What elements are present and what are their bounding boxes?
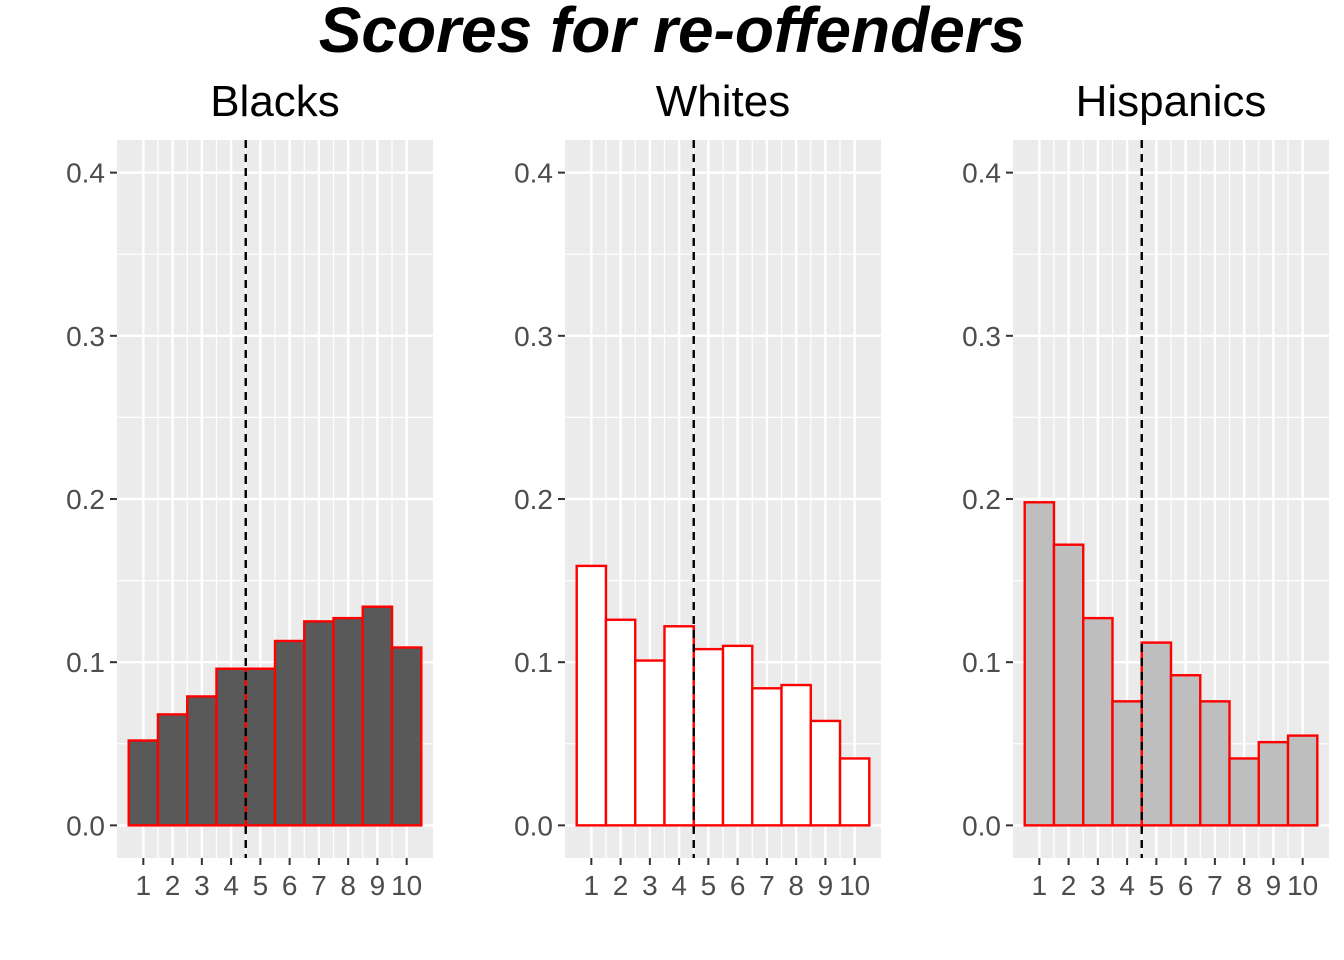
panel-1-x-tick-label: 1 (136, 870, 152, 901)
panel-1-bar-8 (332, 616, 364, 827)
panel-3-x-tick-label: 7 (1207, 870, 1223, 901)
panel-1-x-tick-label: 10 (391, 870, 422, 901)
panel-3-x-tick-label: 9 (1266, 870, 1282, 901)
panel-2-bar-8 (780, 683, 812, 827)
panel-2-x-tick-label: 4 (671, 870, 687, 901)
panel-1-bar-5 (244, 667, 277, 827)
panel-2-y-tick-label: 0.0 (514, 810, 553, 841)
panel-2-x-tick-label: 5 (701, 870, 717, 901)
panel-3-bar-2 (1052, 543, 1085, 827)
panel-2-x-tick-label: 8 (788, 870, 804, 901)
panel-1-y-tick-label: 0.2 (66, 484, 105, 515)
panel-2-bar-10 (838, 757, 871, 827)
panel-2-bar-9 (809, 719, 842, 827)
panel-3-bar-10 (1286, 734, 1319, 827)
panel-3-y-tick-label: 0.1 (962, 647, 1001, 678)
panel-2-bar-3 (634, 659, 666, 827)
panel-3-bar-7 (1199, 700, 1231, 827)
panel-3-x-tick-label: 2 (1061, 870, 1077, 901)
panel-2-x-tick-label: 2 (613, 870, 629, 901)
panel-1-bar-7 (303, 620, 335, 827)
panel-3-bar-1 (1023, 501, 1056, 827)
panel-2-x-tick-label: 3 (642, 870, 658, 901)
panel-1-x-tick-label: 2 (165, 870, 181, 901)
panel-2-x-tick-label: 6 (730, 870, 746, 901)
panel-2-bar-1 (575, 564, 608, 827)
panel-3-x-tick-label: 4 (1119, 870, 1135, 901)
panel-3-y-tick-label: 0.3 (962, 321, 1001, 352)
panel-2-y-tick-label: 0.1 (514, 647, 553, 678)
panel-3-bar-8 (1228, 757, 1260, 827)
panel-3-bar-6 (1169, 674, 1202, 827)
panel-2-x-tick-label: 9 (818, 870, 834, 901)
panel-3-x-tick-label: 6 (1178, 870, 1194, 901)
panel-3-y-tick-label: 0.0 (962, 810, 1001, 841)
panel-1-bar-2 (156, 713, 189, 827)
panel-1-y-tick-label: 0.4 (66, 158, 105, 189)
panel-2-x-tick-label: 1 (584, 870, 600, 901)
panel-2-y-tick-label: 0.2 (514, 484, 553, 515)
panel-3-bar-9 (1257, 740, 1290, 827)
panel-2-y-tick-label: 0.4 (514, 158, 553, 189)
panel-2-title: Whites (656, 77, 790, 126)
panel-3-bar-4 (1111, 700, 1143, 827)
panel-2-bar-2 (604, 618, 637, 827)
panel-1-x-tick-label: 6 (282, 870, 298, 901)
panel-2-bar-4 (663, 625, 695, 827)
panel-3-x-tick-label: 8 (1236, 870, 1252, 901)
panel-1-x-tick-label: 4 (223, 870, 239, 901)
panel-2-x-tick-label: 7 (759, 870, 775, 901)
panel-3-bar-3 (1082, 616, 1114, 827)
panel-1-y-tick-label: 0.3 (66, 321, 105, 352)
panel-1-bar-6 (273, 639, 306, 827)
panel-2-bar-6 (721, 644, 754, 827)
panel-2-x-tick-label: 10 (839, 870, 870, 901)
panel-3-x-tick-label: 10 (1287, 870, 1318, 901)
panel-1-x-tick-label: 3 (194, 870, 210, 901)
panel-1-y-tick-label: 0.0 (66, 810, 105, 841)
panel-1-bar-10 (390, 646, 423, 827)
panel-3-bar-5 (1140, 641, 1173, 827)
panel-1-bar-9 (361, 605, 394, 827)
panel-2-y-tick-label: 0.3 (514, 321, 553, 352)
panel-1-x-tick-label: 8 (340, 870, 356, 901)
panel-3-x-tick-label: 5 (1149, 870, 1165, 901)
chart-title: Scores for re-offenders (318, 0, 1026, 66)
panel-3-y-tick-label: 0.4 (962, 158, 1001, 189)
panel-1-x-tick-label: 9 (370, 870, 386, 901)
panel-3-x-tick-label: 1 (1032, 870, 1048, 901)
panel-1-y-tick-label: 0.1 (66, 647, 105, 678)
panel-3-x-tick-label: 3 (1090, 870, 1106, 901)
panel-1-bar-3 (186, 695, 218, 827)
panel-1-bar-1 (127, 739, 160, 827)
panel-3-title: Hispanics (1076, 77, 1267, 126)
panel-1-x-tick-label: 7 (311, 870, 327, 901)
panel-2-bar-5 (692, 647, 725, 827)
panel-1-x-tick-label: 5 (253, 870, 269, 901)
panel-1-title: Blacks (210, 77, 340, 126)
panel-1-bar-4 (215, 667, 247, 827)
panel-3-y-tick-label: 0.2 (962, 484, 1001, 515)
panel-2-bar-7 (751, 687, 783, 827)
